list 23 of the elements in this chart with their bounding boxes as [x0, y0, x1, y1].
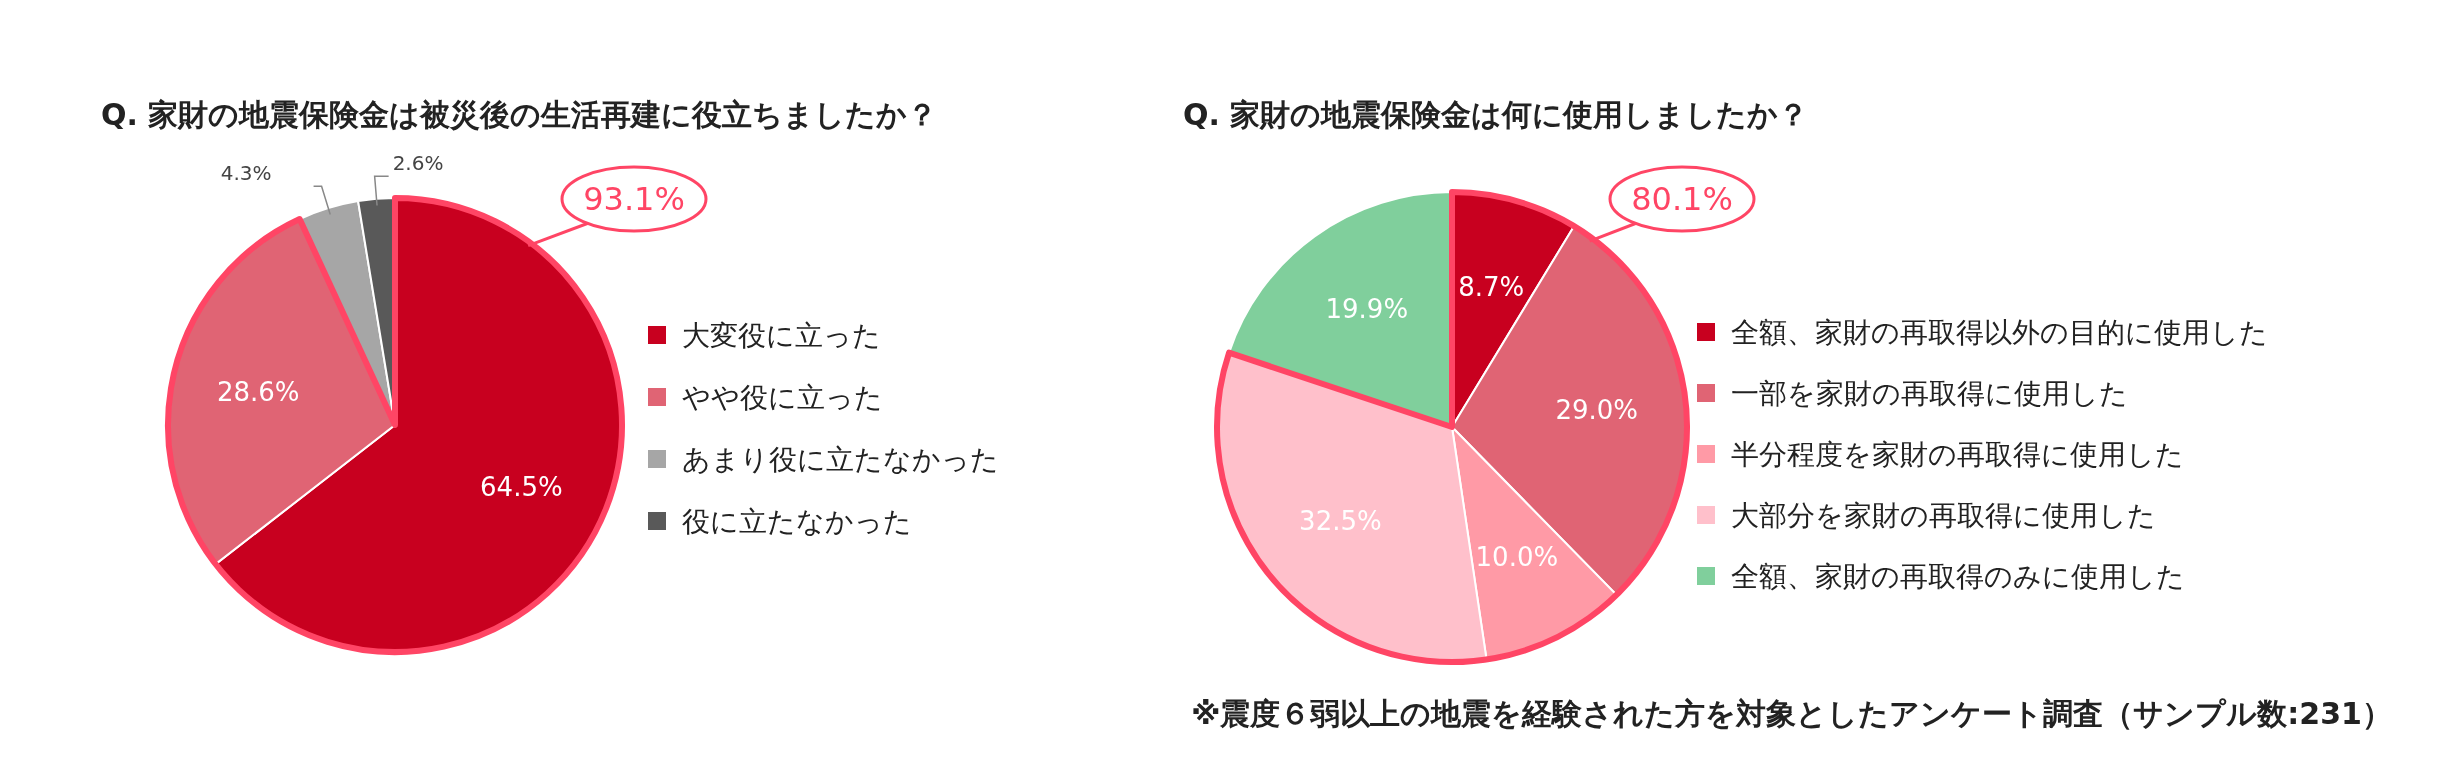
legend-label: 全額、家財の再取得のみに使用した [1731, 560, 2185, 593]
data-label: 10.0% [1475, 542, 1559, 573]
legend-label: 半分程度を家財の再取得に使用した [1731, 438, 2184, 471]
data-label: 4.3% [220, 161, 272, 186]
legend-label: 一部を家財の再取得に使用した [1731, 377, 2128, 410]
data-label: 2.6% [392, 151, 444, 176]
text: 93.1% [583, 180, 685, 218]
legend-label: あまり役に立たなかった [682, 443, 999, 476]
data-label: 8.7% [1458, 271, 1525, 302]
legend-label: 全額、家財の再取得以外の目的に使用した [1731, 316, 2268, 349]
data-label: 19.9% [1325, 293, 1409, 324]
data-label: 28.6% [216, 376, 300, 407]
text: ※震度６弱以上の地震を経験された方を対象としたアンケート調査（サンプル数:231） [1191, 696, 2392, 731]
legend-label: 大部分を家財の再取得に使用した [1731, 499, 2156, 532]
legend-label: やや役に立った [682, 381, 883, 414]
data-label: 29.0% [1555, 395, 1639, 426]
chart-title: Q. 家財の地震保険金は被災後の生活再建に役立ちましたか？ [101, 97, 938, 132]
data-label: 32.5% [1299, 505, 1382, 536]
data-label: 64.5% [480, 471, 563, 502]
chart-title: Q. 家財の地震保険金は何に使用しましたか？ [1183, 97, 1809, 132]
legend-label: 役に立たなかった [682, 505, 912, 538]
text: 80.1% [1631, 180, 1733, 218]
legend-label: 大変役に立った [682, 319, 881, 352]
